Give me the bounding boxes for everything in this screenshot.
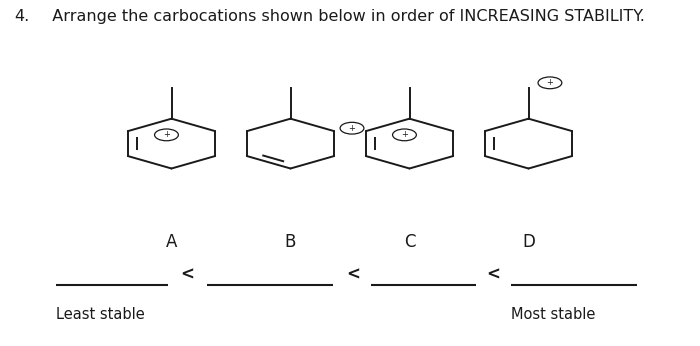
Text: D: D <box>522 233 535 251</box>
Text: Arrange the carbocations shown below in order of INCREASING STABILITY.: Arrange the carbocations shown below in … <box>42 9 645 24</box>
Circle shape <box>155 129 178 141</box>
Text: +: + <box>547 78 554 87</box>
Circle shape <box>393 129 416 141</box>
Text: +: + <box>349 124 356 133</box>
Text: Most stable: Most stable <box>511 307 596 322</box>
Text: <: < <box>486 266 500 284</box>
Text: 4.: 4. <box>14 9 29 24</box>
Text: <: < <box>180 266 194 284</box>
Text: C: C <box>404 233 415 251</box>
Text: A: A <box>166 233 177 251</box>
Circle shape <box>340 122 364 134</box>
Circle shape <box>538 77 562 89</box>
Text: B: B <box>285 233 296 251</box>
Text: +: + <box>163 130 170 139</box>
Text: Least stable: Least stable <box>56 307 145 322</box>
Text: <: < <box>346 266 360 284</box>
Text: +: + <box>401 130 408 139</box>
